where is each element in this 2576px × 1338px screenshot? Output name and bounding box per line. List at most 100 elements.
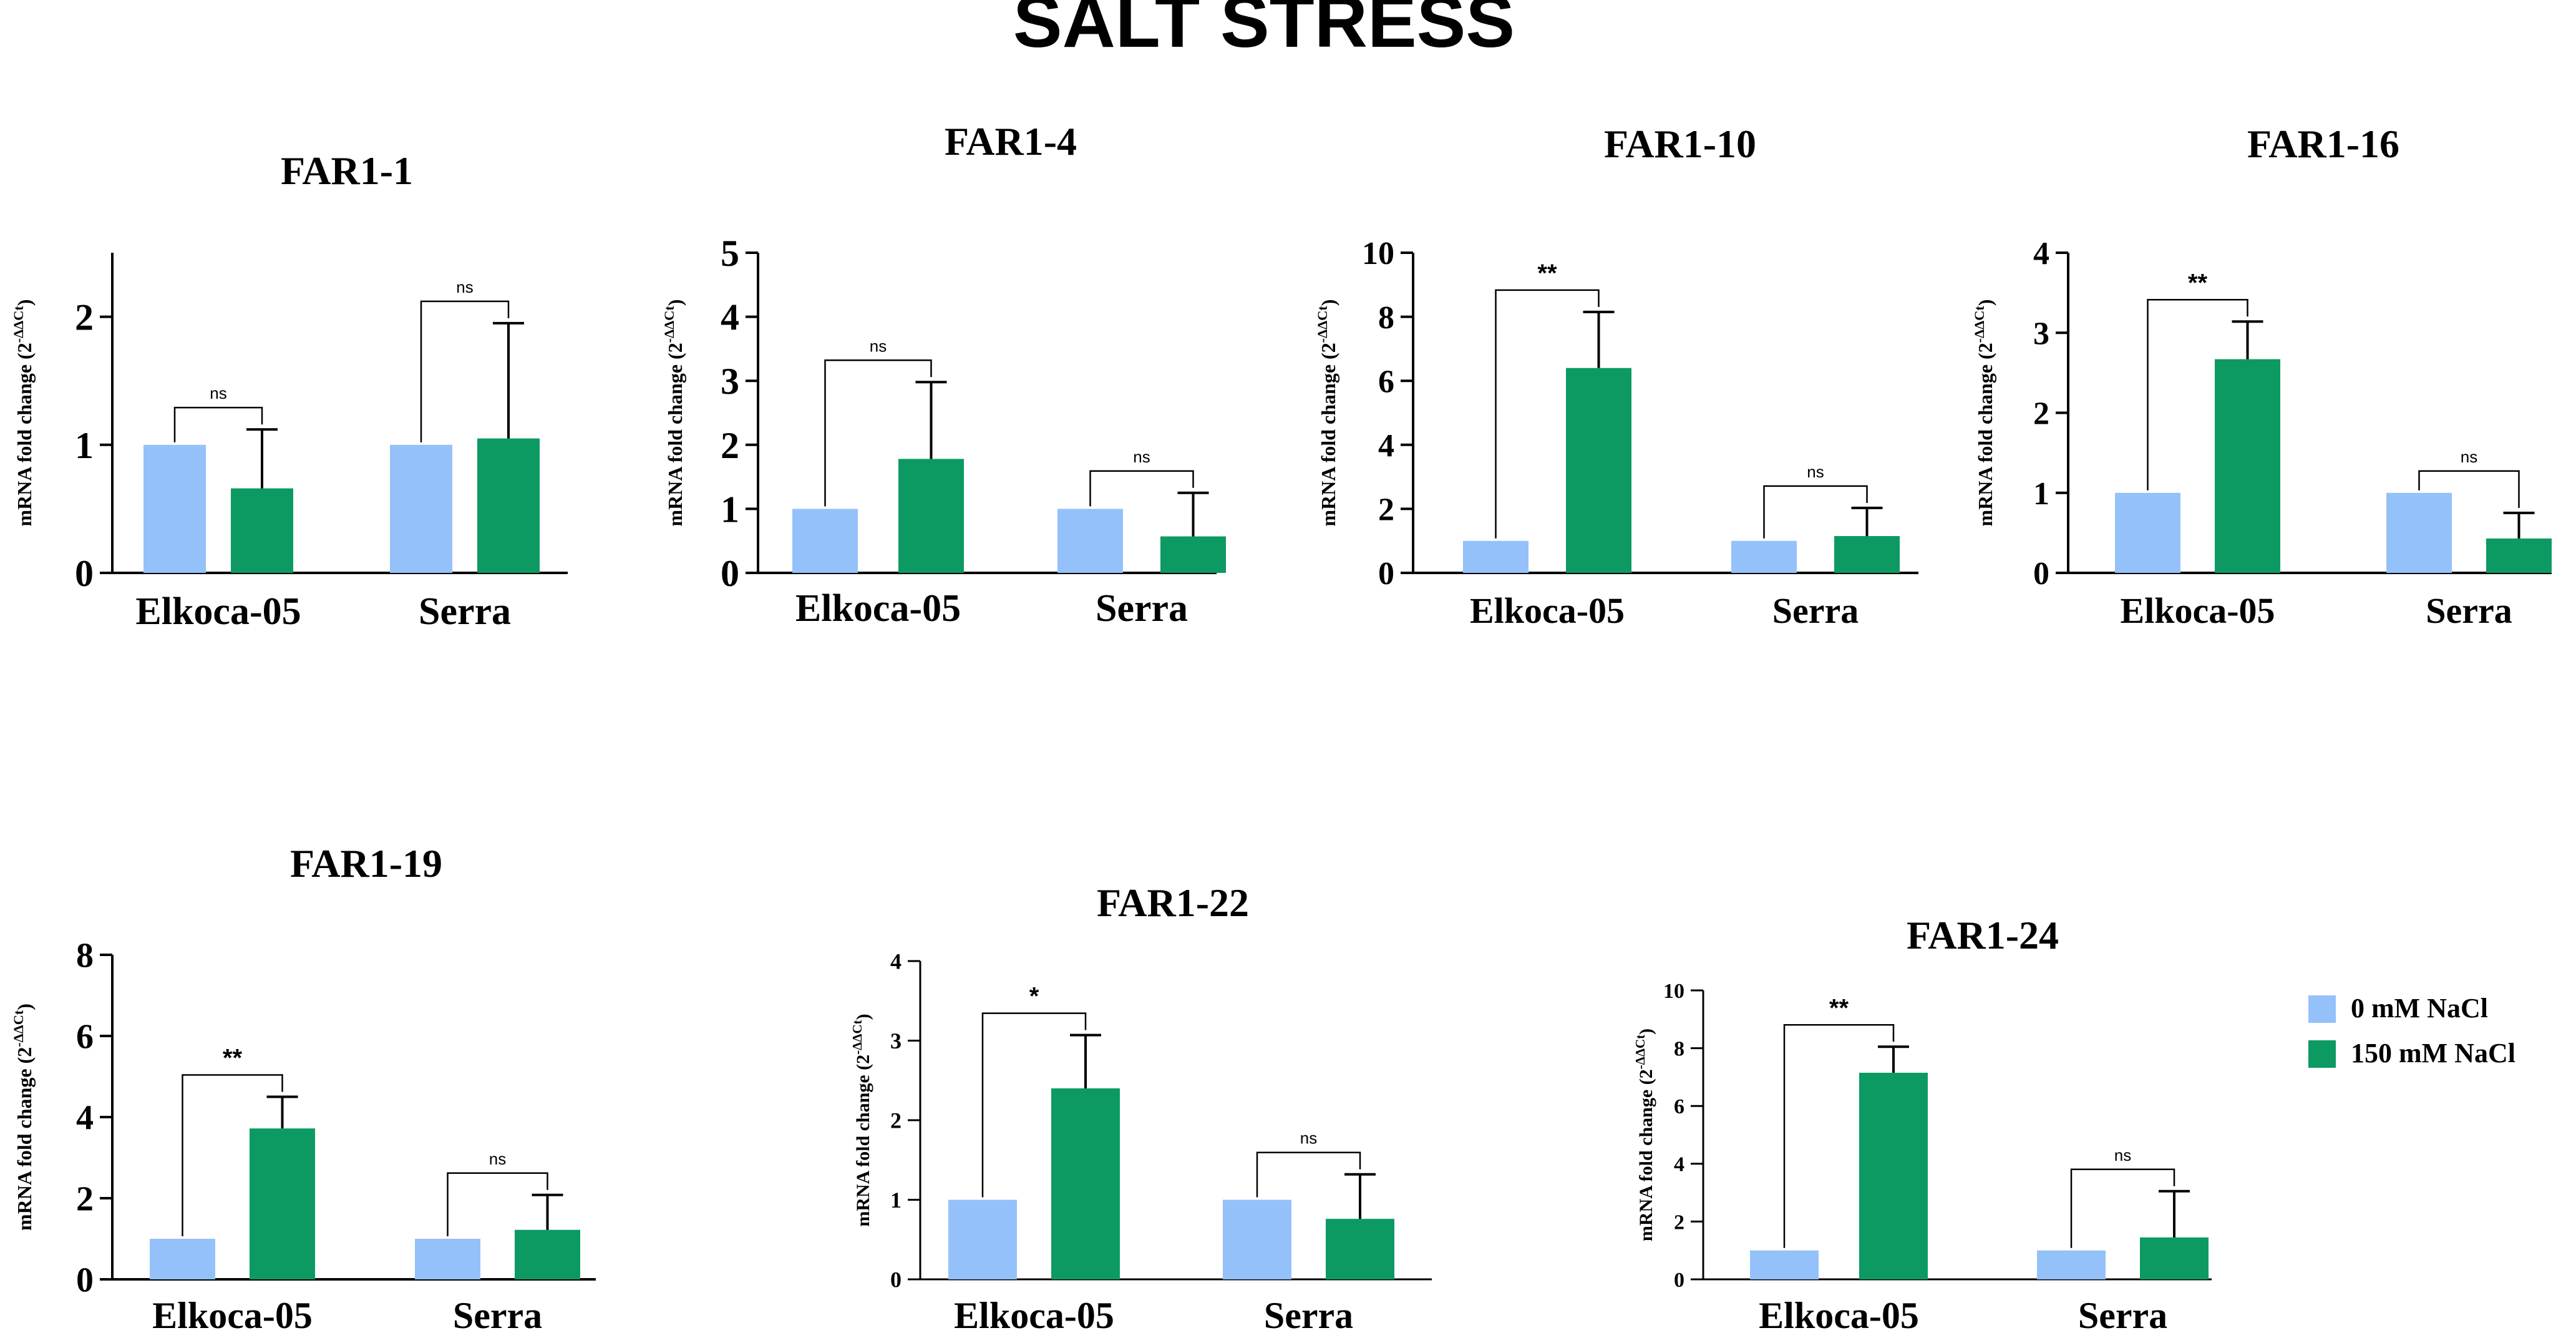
legend-label-control: 0 mM NaCl [2351,993,2488,1023]
y-tick-label: 2 [2033,396,2049,432]
x-category-label: Elkoca-05 [1470,590,1625,631]
chart-panel: FAR1-22 mRNA fold change (2-ΔΔCt) 0 1 2 3 4 * El… [850,881,1432,1336]
y-axis-label: mRNA fold change (2-ΔΔCt) [1315,299,1339,526]
y-tick-label: 8 [1378,300,1394,336]
legend-label-treated: 150 mM NaCl [2351,1038,2515,1068]
y-tick-label: 6 [76,1018,94,1057]
x-category-label: Serra [453,1295,542,1336]
bar-control [2386,492,2452,573]
x-category-label: Elkoca-05 [1759,1295,1919,1336]
legend-swatch-control [2308,995,2336,1023]
bar-control [1463,540,1529,573]
significance-label: ns [489,1150,506,1168]
significance-bracket [1256,1151,1361,1198]
significance-bracket [2070,1168,2175,1248]
y-tick-label: 2 [1378,492,1394,528]
significance-label: ** [223,1045,243,1072]
bar-control [143,444,206,573]
bar-treated [250,1128,315,1279]
significance-label: ** [1537,260,1557,287]
y-tick-label: 6 [1674,1095,1684,1118]
y-tick-label: 4 [2033,236,2049,271]
y-tick-label: 0 [1674,1269,1684,1292]
significance-label: ns [210,384,226,403]
y-tick-label: 4 [76,1099,94,1138]
x-category-label: Elkoca-05 [954,1295,1114,1336]
bar-control [2115,492,2180,573]
bar-treated [1326,1219,1394,1279]
y-tick-label: 4 [1378,428,1394,464]
y-tick-label: 1 [890,1188,902,1213]
y-tick-label: 1 [75,425,94,466]
x-category-label: Elkoca-05 [135,590,301,633]
significance-bracket [981,1012,1087,1198]
bar-control [415,1239,480,1279]
significance-bracket [173,406,263,442]
bar-treated [1859,1072,1928,1279]
bar-control [150,1239,215,1279]
chart-title: FAR1-16 [2247,122,2399,166]
legend-swatch-treated [2308,1040,2336,1068]
chart-title: FAR1-22 [1097,881,1249,925]
y-tick-label: 1 [721,489,739,530]
significance-bracket [1783,1024,1895,1248]
bar-control [1223,1199,1291,1279]
x-category-label: Serra [1096,587,1188,630]
significance-bracket [1089,470,1194,507]
bar-treated [2215,359,2280,573]
bar-control [1731,540,1797,573]
legend: 0 mM NaCl 150 mM NaCl [2308,993,2515,1068]
figure-title: SALT STRESS [1013,0,1515,63]
significance-label: ns [1300,1129,1317,1148]
y-tick-label: 0 [890,1267,902,1292]
chart-title: FAR1-4 [945,119,1077,164]
y-tick-label: 2 [76,1180,94,1219]
significance-bracket [2147,299,2248,491]
significance-label: ns [1133,447,1150,466]
chart-panels: FAR1-1 mRNA fold change (2-ΔΔCt) 0 1 2 ns Elko… [11,119,2552,1336]
y-tick-label: 8 [76,937,94,975]
bar-control [1057,509,1123,573]
y-tick-label: 10 [1362,236,1394,271]
y-tick-label: 2 [890,1108,902,1133]
bar-treated [231,488,293,573]
y-axis-label: mRNA fold change (2-ΔΔCt) [11,299,36,526]
chart-panel: FAR1-4 mRNA fold change (2-ΔΔCt) 0 1 2 3 4 5 ns E… [661,119,1226,630]
y-tick-label: 0 [721,553,739,594]
significance-bracket [420,300,510,442]
significance-label: * [1029,983,1039,1010]
significance-bracket [824,359,932,507]
chart-panel: FAR1-16 mRNA fold change (2-ΔΔCt) 0 1 2 3 4 ** E… [1971,122,2552,631]
x-category-label: Serra [1264,1295,1353,1336]
significance-label: ns [2114,1146,2131,1165]
y-tick-label: 0 [1378,556,1394,592]
y-tick-label: 6 [1378,364,1394,399]
significance-label: ns [870,336,887,355]
y-tick-label: 2 [721,425,739,466]
significance-label: ns [456,278,473,296]
y-tick-label: 3 [721,361,739,402]
y-tick-label: 0 [2033,556,2049,592]
y-tick-label: 1 [2033,476,2049,512]
y-tick-label: 0 [75,553,94,594]
significance-label: ns [2461,447,2477,466]
x-category-label: Serra [419,590,511,633]
bar-treated [1160,536,1226,573]
y-tick-label: 0 [76,1261,94,1300]
y-tick-label: 5 [721,233,739,274]
chart-title: FAR1-19 [290,841,442,886]
bar-treated [1566,368,1631,573]
bar-control [2037,1250,2106,1279]
significance-label: ns [1807,462,1824,481]
bar-treated [1051,1088,1120,1279]
x-category-label: Elkoca-05 [152,1295,313,1336]
y-axis-label: mRNA fold change (2-ΔΔCt) [1971,299,1996,526]
significance-bracket [1495,289,1600,539]
significance-bracket [2418,470,2520,508]
significance-label: ** [1829,994,1849,1022]
significance-label: ** [2188,269,2208,296]
y-tick-label: 3 [890,1028,902,1053]
x-category-label: Serra [1772,590,1859,631]
chart-panel: FAR1-19 mRNA fold change (2-ΔΔCt) 0 2 4 6 8 ** E… [11,841,596,1336]
chart-panel: FAR1-10 mRNA fold change (2-ΔΔCt) 0 2 4 6 8 10 *… [1315,122,1918,631]
